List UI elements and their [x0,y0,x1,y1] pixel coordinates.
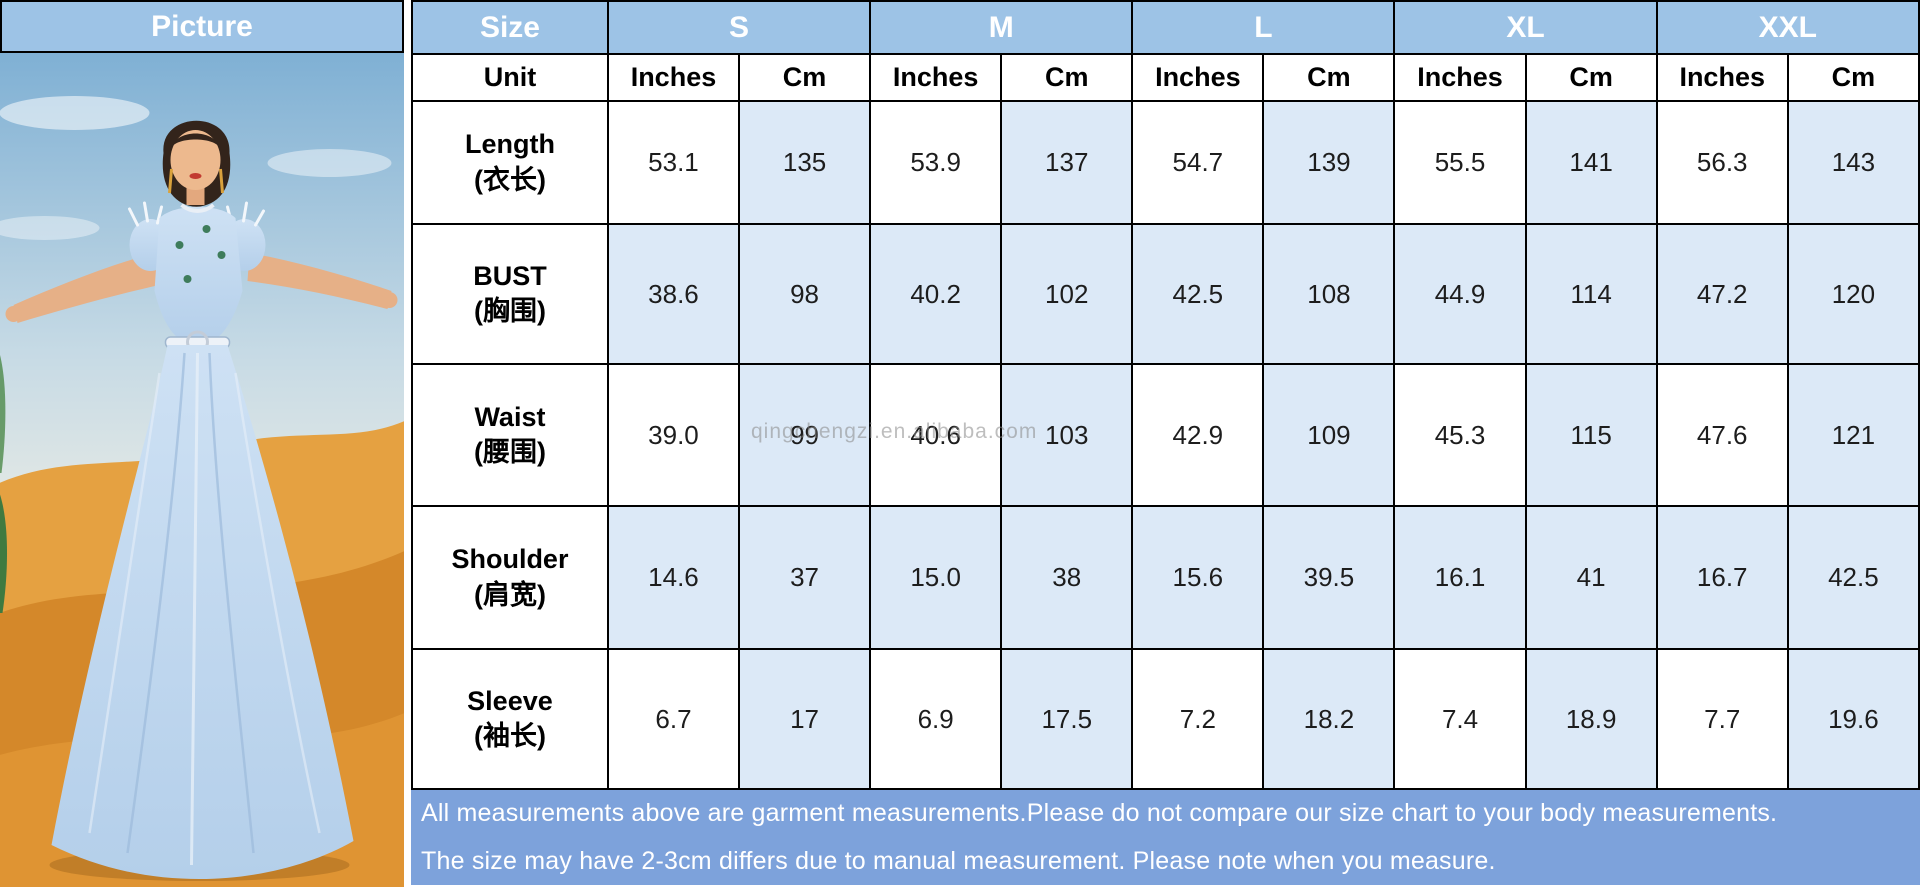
value-cell: 39.0 [606,363,741,507]
value-cell: 19.6 [1786,648,1920,790]
value-cell: 137 [1000,100,1134,225]
measurement-notes: All measurements above are garment measu… [411,790,1920,885]
row-label-cn: (衣长) [473,164,546,195]
value-cell: 53.9 [869,100,1003,225]
row-label-cn: (腰围) [473,437,546,467]
value-cell: 135 [738,100,872,225]
note-line-1: All measurements above are garment measu… [421,799,1778,828]
value-cell: 18.2 [1262,648,1396,790]
value-cell: 108 [1262,223,1396,365]
unit-header: Cm [1262,53,1396,102]
size-header-xxl: XXL [1655,0,1920,55]
value-cell: 143 [1786,100,1920,225]
value-cell: 47.2 [1655,223,1789,365]
row-label-sleeve: Sleeve (袖长) [411,648,609,790]
value-cell: 7.2 [1131,648,1265,790]
value-cell: 18.9 [1524,648,1658,790]
row-label-en: BUST [473,260,547,291]
value-cell: 16.7 [1655,505,1789,650]
value-cell: 103 [1000,363,1134,507]
size-header-xl: XL [1393,0,1658,55]
value-cell: 7.4 [1393,648,1527,790]
value-cell: 15.6 [1131,505,1265,650]
row-label-bust: BUST (胸围) [411,223,609,365]
value-cell: 45.3 [1393,363,1527,507]
row-label-length: Length (衣长) [411,100,609,225]
unit-header: Inches [869,53,1003,102]
size-corner-header: Size [411,0,609,55]
unit-header: Cm [1000,53,1134,102]
unit-header: Inches [606,53,741,102]
size-chart-table: Size S M L XL XXL Unit Inches Cm Inches … [411,0,1920,790]
size-table-column: Size S M L XL XXL Unit Inches Cm Inches … [411,0,1920,887]
value-cell: 16.1 [1393,505,1527,650]
value-cell: 98 [738,223,872,365]
unit-header: Inches [1655,53,1789,102]
row-label-cn: (肩宽) [473,579,546,610]
value-cell: 115 [1524,363,1658,507]
picture-column: Picture [0,0,404,887]
value-cell: 42.9 [1131,363,1265,507]
value-cell: 38 [1000,505,1134,650]
value-cell: 121 [1786,363,1920,507]
value-cell: 17 [738,648,872,790]
value-cell: 17.5 [1000,648,1134,790]
note-line-2: The size may have 2-3cm differs due to m… [421,846,1496,875]
value-cell: 40.6 [869,363,1003,507]
value-cell: 139 [1262,100,1396,225]
value-cell: 109 [1262,363,1396,507]
table-row-sleeve: Sleeve (袖长) 6.7 17 6.9 17.5 7.2 18.2 7.4… [411,648,1920,790]
unit-header-row: Unit Inches Cm Inches Cm Inches Cm Inche… [411,53,1920,102]
size-header-row: Size S M L XL XXL [411,0,1920,55]
value-cell: 55.5 [1393,100,1527,225]
product-photo [0,53,404,887]
value-cell: 99 [738,363,872,507]
value-cell: 15.0 [869,505,1003,650]
value-cell: 14.6 [606,505,741,650]
value-cell: 53.1 [606,100,741,225]
picture-header: Picture [0,0,404,53]
value-cell: 42.5 [1786,505,1920,650]
size-header-s: S [606,0,872,55]
row-label-cn: (胸围) [473,296,546,326]
row-label-waist: Waist (腰围) [411,363,609,507]
value-cell: 39.5 [1262,505,1396,650]
row-label-shoulder: Shoulder (肩宽) [411,505,609,650]
row-label-en: Waist [474,401,546,432]
table-row-bust: BUST (胸围) 38.6 98 40.2 102 42.5 108 44.9… [411,223,1920,365]
value-cell: 44.9 [1393,223,1527,365]
size-header-l: L [1131,0,1396,55]
table-row-shoulder: Shoulder (肩宽) 14.6 37 15.0 38 15.6 39.5 … [411,505,1920,650]
value-cell: 37 [738,505,872,650]
value-cell: 6.9 [869,648,1003,790]
value-cell: 120 [1786,223,1920,365]
table-row-waist: Waist (腰围) 39.0 99 40.6 103 42.9 109 45.… [411,363,1920,507]
row-label-en: Sleeve [467,685,553,716]
size-header-m: M [869,0,1134,55]
value-cell: 114 [1524,223,1658,365]
dress-photo-illustration [0,53,404,887]
value-cell: 141 [1524,100,1658,225]
value-cell: 54.7 [1131,100,1265,225]
value-cell: 38.6 [606,223,741,365]
value-cell: 6.7 [606,648,741,790]
row-label-en: Length [464,129,555,160]
unit-corner-label: Unit [411,53,609,102]
unit-header: Cm [1786,53,1920,102]
value-cell: 42.5 [1131,223,1265,365]
unit-header: Inches [1393,53,1527,102]
value-cell: 47.6 [1655,363,1789,507]
table-row-length: Length (衣长) 53.1 135 53.9 137 54.7 139 5… [411,100,1920,225]
value-cell: 40.2 [869,223,1003,365]
value-cell: 7.7 [1655,648,1789,790]
unit-header: Cm [1524,53,1658,102]
unit-header: Inches [1131,53,1265,102]
unit-header: Cm [738,53,872,102]
row-label-en: Shoulder [451,544,569,575]
value-cell: 41 [1524,505,1658,650]
value-cell: 56.3 [1655,100,1789,225]
value-cell: 102 [1000,223,1134,365]
row-label-cn: (袖长) [473,721,546,751]
